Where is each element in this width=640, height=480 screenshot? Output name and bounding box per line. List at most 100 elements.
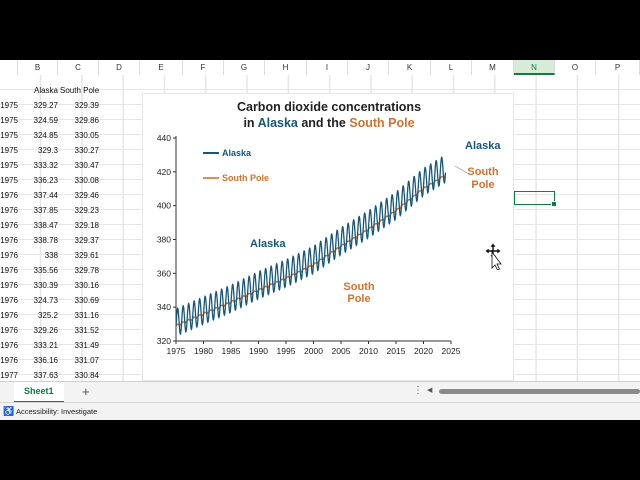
cell-south-pole[interactable]: 330.47 [74,161,99,170]
cell-south-pole[interactable]: 330.16 [74,281,99,290]
cell-south-pole[interactable]: 329.39 [74,101,99,110]
cell-year[interactable]: 1975 [0,146,18,155]
selected-cell[interactable] [514,191,557,207]
cell-year[interactable]: 1976 [0,236,18,245]
cell-year[interactable]: 1976 [0,311,18,320]
cell-year[interactable]: 1977 [0,371,18,380]
column-header-o[interactable]: O [555,60,596,75]
cell-alaska[interactable]: 336.23 [33,176,58,185]
cell-alaska[interactable]: 338 [44,251,58,260]
cell-year[interactable]: 1975 [0,101,18,110]
cell-year[interactable]: 1976 [0,206,18,215]
column-header-m[interactable]: M [472,60,514,75]
cell-south-pole[interactable]: 329.86 [74,116,99,125]
cell-alaska[interactable]: 335.56 [33,266,58,275]
cell-south-pole[interactable]: 331.16 [74,311,99,320]
cell-south-pole[interactable]: 330.69 [74,296,99,305]
cell-alaska[interactable]: 324.59 [33,116,58,125]
cell-year[interactable]: 1975 [0,161,18,170]
cell-alaska[interactable]: 324.73 [33,296,58,305]
column-header-f[interactable]: F [183,60,224,75]
chart-title-alaska: Alaska [257,116,298,130]
cell-year[interactable]: 1976 [0,251,18,260]
cell-south-pole[interactable]: 331.07 [74,356,99,365]
cell-alaska[interactable]: 325.2 [37,311,58,320]
column-header-n[interactable]: N [514,60,555,75]
cell-alaska[interactable]: 337.44 [33,191,58,200]
cell-alaska[interactable]: 333.21 [33,341,58,350]
chart-title-line1: Carbon dioxide concentrations [236,100,422,114]
add-sheet-button[interactable]: + [82,384,90,399]
cell-alaska[interactable]: 336.16 [33,356,58,365]
cell-south-pole[interactable]: 331.52 [74,326,99,335]
cell-year[interactable]: 1975 [0,131,18,140]
cell-alaska[interactable]: 329.26 [33,326,58,335]
y-tick-label: 380 [157,235,171,245]
label-leader-line [454,165,470,175]
top-letterbox [0,0,640,60]
cell-alaska[interactable]: 337.63 [33,371,58,380]
scrollbar-thumb[interactable] [439,389,640,394]
cell-alaska[interactable]: 338.47 [33,221,58,230]
data-cells: Alaska South Pole 1975 329.27 329.39 1975 324.… [0,75,140,381]
scroll-left-icon[interactable]: ◀ [427,387,433,394]
cell-year[interactable]: 1976 [0,266,18,275]
status-bar: ♿ Accessibility: Investigate [0,402,640,421]
chart-title-line2: in Alaska and the South Pole [143,116,515,131]
column-header-d[interactable]: D [99,60,140,75]
chart-object[interactable]: Carbon dioxide concentrations in Alaska … [142,93,514,381]
cell-south-pole[interactable]: 330.05 [74,131,99,140]
cell-south-pole[interactable]: 330.08 [74,176,99,185]
column-header-a[interactable] [0,60,18,75]
chart-title-and: and the [297,116,350,130]
cell-year[interactable]: 1976 [0,191,18,200]
column-header-i[interactable]: I [307,60,348,75]
column-header-j[interactable]: J [348,60,389,75]
cell-south-pole[interactable]: 329.23 [74,206,99,215]
cell-alaska[interactable]: 330.39 [33,281,58,290]
cell-year[interactable]: 1975 [0,116,18,125]
cell-alaska[interactable]: 329.3 [37,146,58,155]
horizontal-scrollbar[interactable]: ◀ [425,386,640,396]
cell-year[interactable]: 1976 [0,341,18,350]
cell-south-pole[interactable]: 330.27 [74,146,99,155]
cell-year[interactable]: 1976 [0,221,18,230]
column-header-h[interactable]: H [265,60,307,75]
cell-year[interactable]: 1976 [0,326,18,335]
cell-alaska[interactable]: 337.85 [33,206,58,215]
cell-year[interactable]: 1976 [0,296,18,305]
column-header-b[interactable]: B [18,60,58,75]
header-cell-south-pole[interactable]: South Pole [60,86,100,95]
accessibility-status[interactable]: Accessibility: Investigate [16,407,98,416]
cell-south-pole[interactable]: 329.61 [74,251,99,260]
cell-south-pole[interactable]: 329.78 [74,266,99,275]
cell-alaska[interactable]: 333.32 [33,161,58,170]
label-south-pole-end-line1: South [467,166,498,178]
cell-alaska[interactable]: 324.85 [33,131,58,140]
cell-south-pole[interactable]: 329.46 [74,191,99,200]
cell-south-pole[interactable]: 331.49 [74,341,99,350]
cell-year[interactable]: 1976 [0,356,18,365]
column-header-e[interactable]: E [140,60,183,75]
header-cell-alaska[interactable]: Alaska [33,86,58,95]
cell-south-pole[interactable]: 329.18 [74,221,99,230]
sheet-options-icon[interactable]: ⋮ [413,385,423,396]
sheet-tab-sheet1[interactable]: Sheet1 [14,382,64,403]
cell-year[interactable]: 1976 [0,281,18,290]
label-alaska-middle: Alaska [250,238,286,250]
column-header-l[interactable]: L [431,60,472,75]
cell-alaska[interactable]: 338.78 [33,236,58,245]
column-header-g[interactable]: G [224,60,265,75]
column-header-p[interactable]: P [596,60,640,75]
cell-year[interactable]: 1975 [0,176,18,185]
accessibility-icon[interactable]: ♿ [3,406,15,416]
column-header-k[interactable]: K [389,60,431,75]
cell-alaska[interactable]: 329.27 [33,101,58,110]
chart-title-south-pole: South Pole [349,116,415,130]
x-tick-label: 1995 [277,346,296,356]
y-tick-label: 420 [157,167,171,177]
cell-south-pole[interactable]: 330.84 [74,371,99,380]
column-header-c[interactable]: C [58,60,99,75]
cell-south-pole[interactable]: 329.37 [74,236,99,245]
fill-handle[interactable] [551,201,557,207]
